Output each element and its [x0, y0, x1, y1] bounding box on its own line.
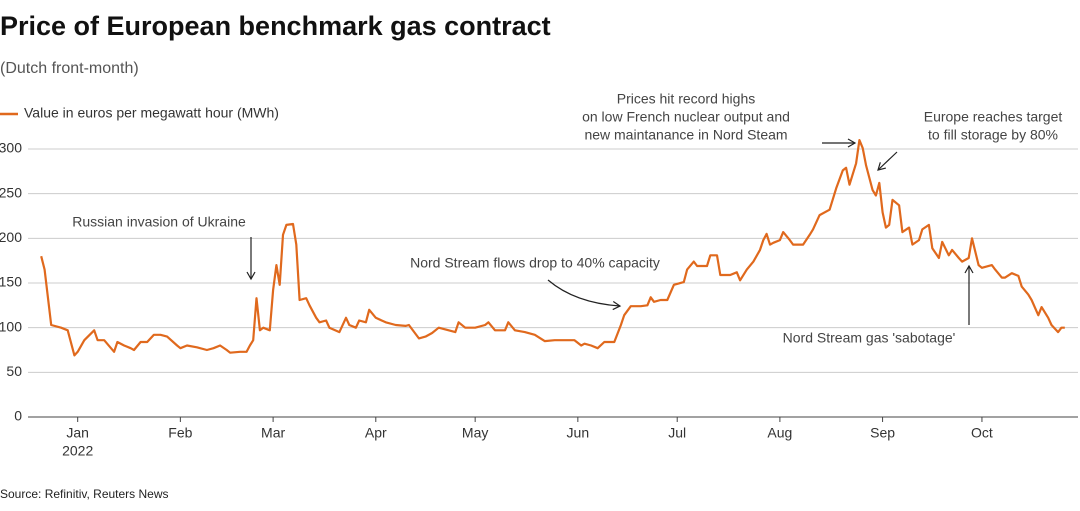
- x-tick-label: Mar: [261, 425, 285, 441]
- annotation: to fill storage by 80%: [928, 127, 1058, 143]
- y-tick-label: 100: [0, 318, 22, 334]
- annotation: Nord Stream flows drop to 40% capacity: [410, 255, 660, 271]
- x-tick-label: Jan: [66, 425, 89, 441]
- annotation: Europe reaches target: [924, 109, 1063, 125]
- y-tick-label: 200: [0, 229, 22, 245]
- y-tick-label: 50: [6, 363, 22, 379]
- x-tick-label: Jul: [668, 425, 686, 441]
- chart-subtitle: (Dutch front-month): [0, 60, 139, 77]
- annotation: Russian invasion of Ukraine: [72, 214, 246, 230]
- source: Source: Refinitiv, Reuters News: [0, 487, 169, 501]
- legend: Value in euros per megawatt hour (MWh): [0, 105, 279, 121]
- y-tick-label: 0: [14, 408, 22, 424]
- x-tick-label: May: [462, 425, 488, 441]
- x-year-label: 2022: [62, 443, 93, 459]
- x-tick-label: Jun: [567, 425, 590, 441]
- annotation-arrow: [877, 151, 898, 171]
- x-tick-label: Apr: [365, 425, 387, 441]
- annotations: Russian invasion of Ukraine Prices hit re…: [72, 91, 1062, 346]
- x-tick-label: Aug: [767, 425, 792, 441]
- chart-title: Price of European benchmark gas contract: [0, 11, 551, 41]
- annotation: on low French nuclear output and: [582, 109, 790, 125]
- grid: 0 50 100 150 200 250 300 Jan Feb Mar Apr May Jun Jul A…: [0, 140, 1078, 459]
- y-tick-label: 250: [0, 184, 22, 200]
- annotation: new maintanance in Nord Steam: [584, 127, 787, 143]
- x-tick-label: Feb: [168, 425, 192, 441]
- x-tick-label: Sep: [870, 425, 895, 441]
- annotation: Prices hit record highs: [617, 91, 756, 107]
- annotation: Nord Stream gas 'sabotage': [783, 330, 956, 346]
- x-tick-label: Oct: [971, 425, 993, 441]
- y-tick-label: 150: [0, 274, 22, 290]
- y-tick-label: 300: [0, 140, 22, 156]
- series-line: [40, 139, 1065, 357]
- legend-label: Value in euros per megawatt hour (MWh): [24, 105, 279, 121]
- annotation-arrow: [547, 279, 622, 311]
